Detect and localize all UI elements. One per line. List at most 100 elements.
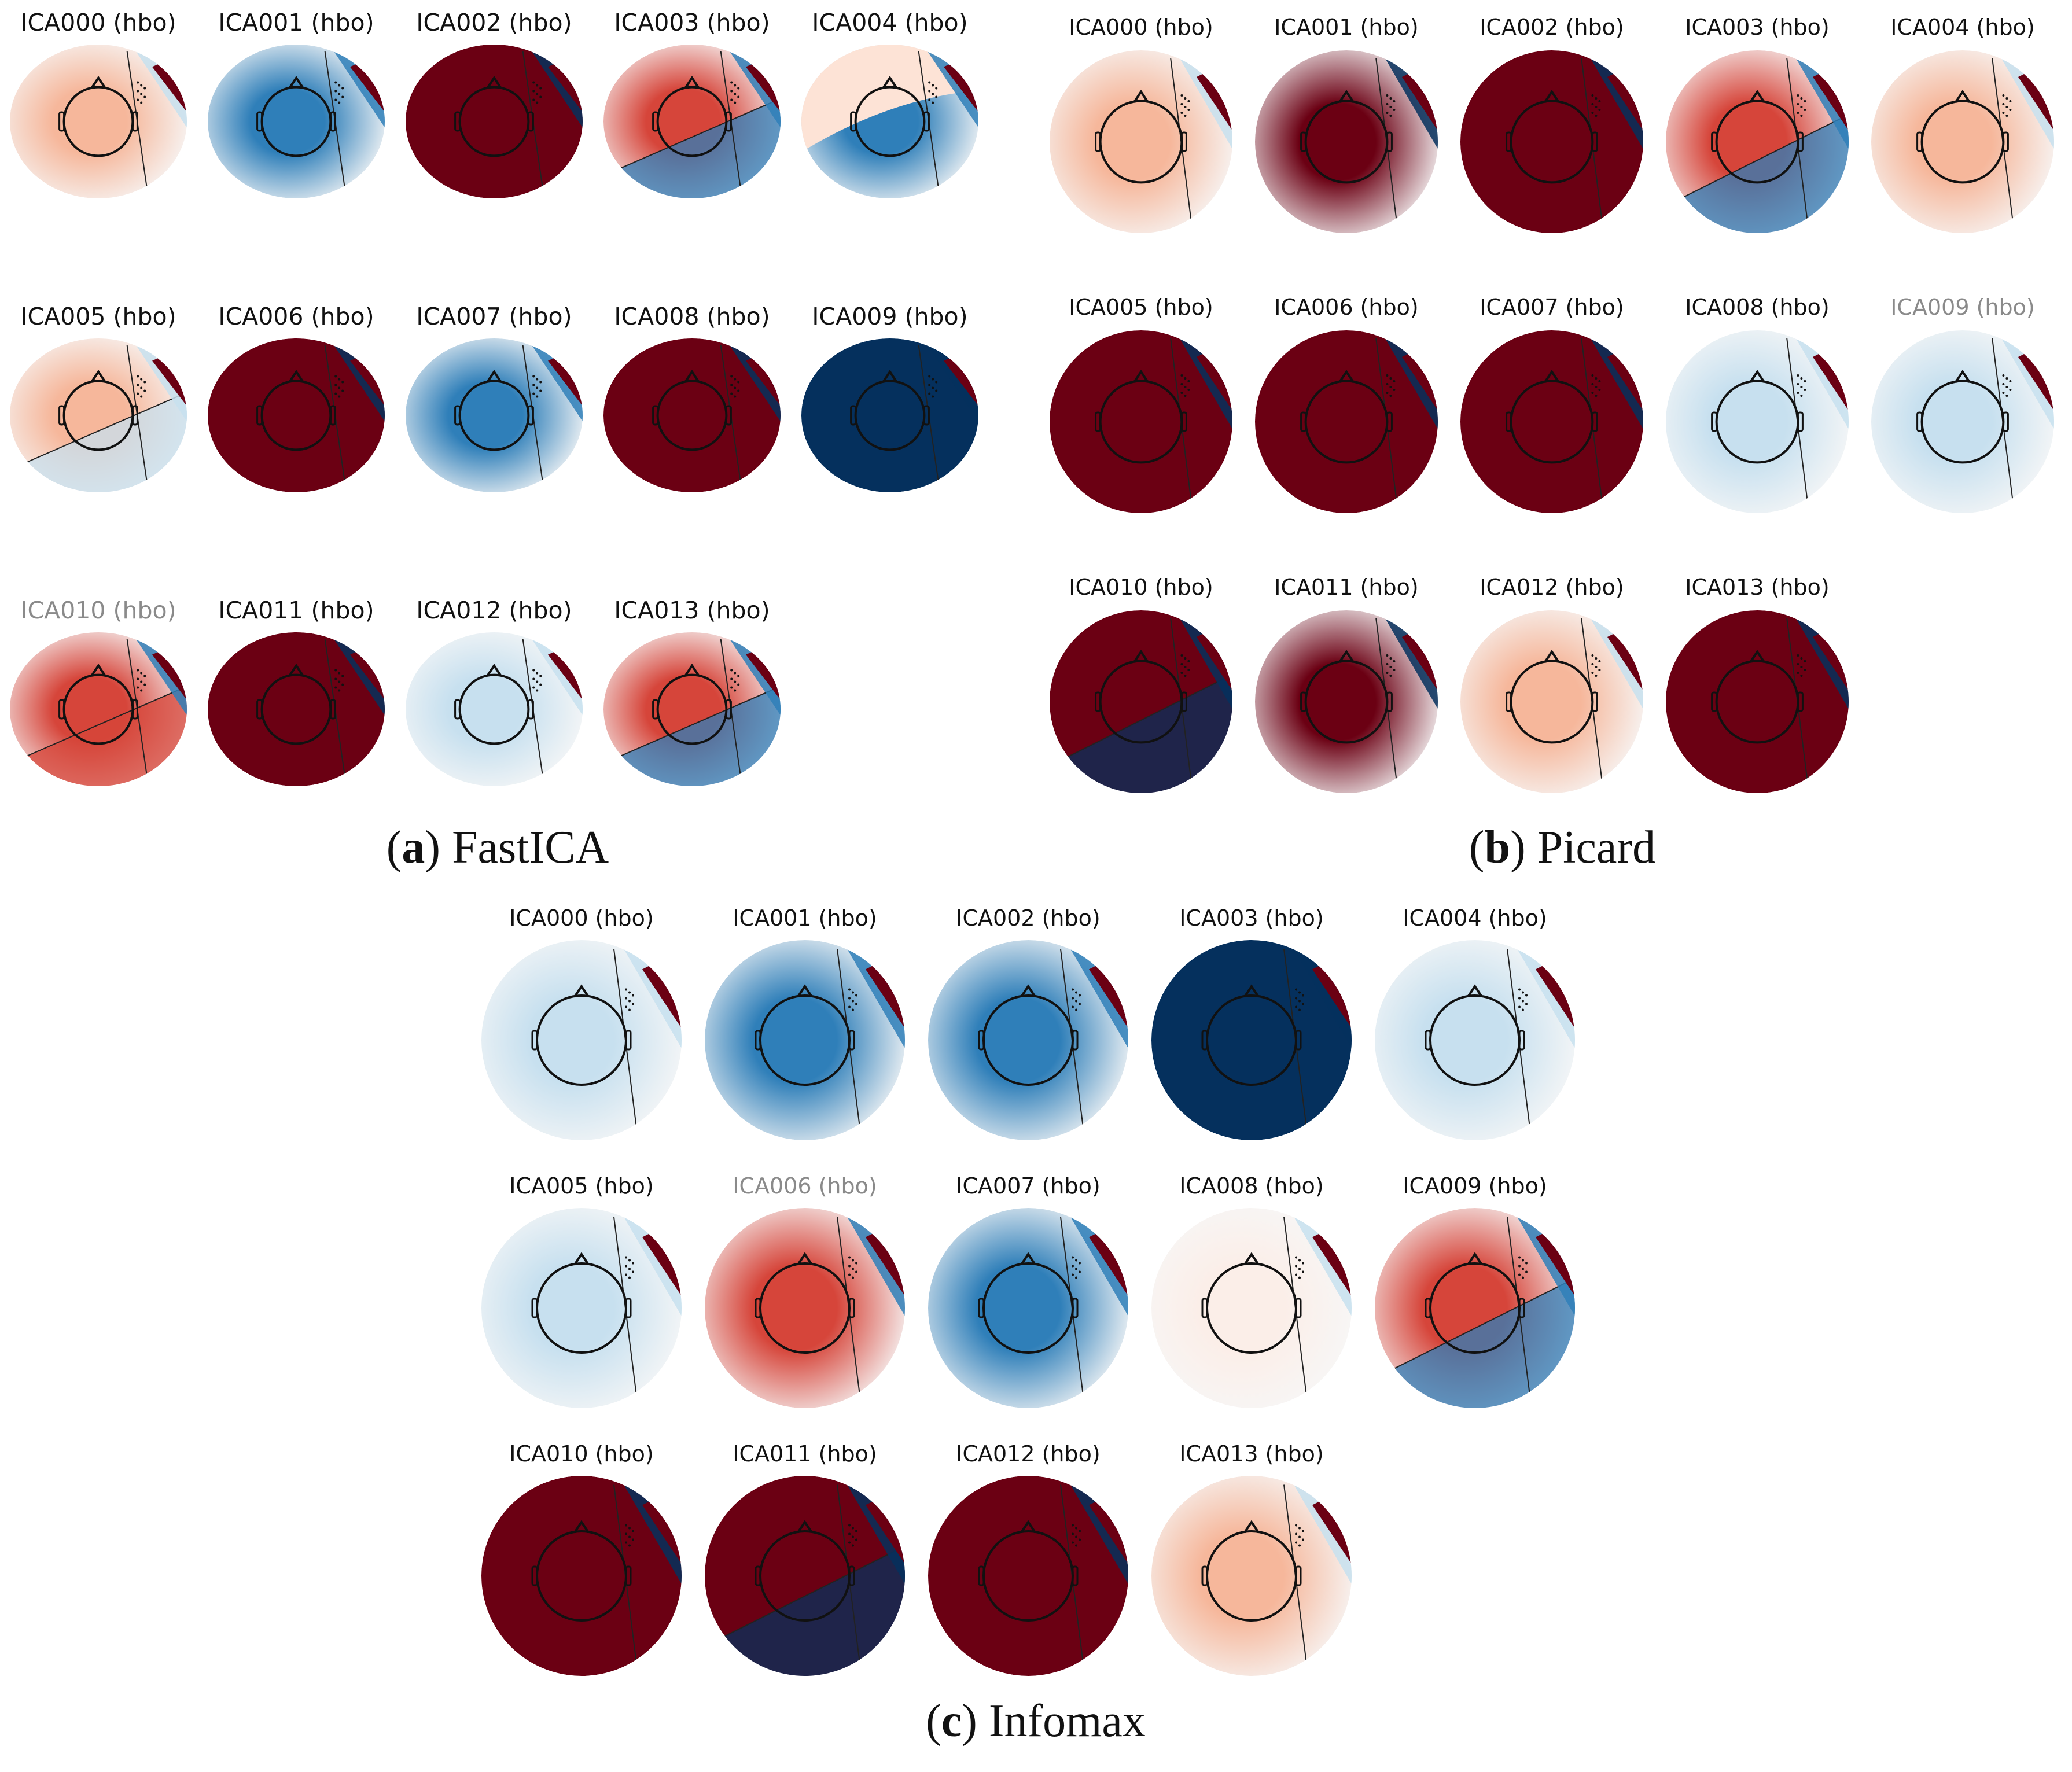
right-ear-outline	[527, 111, 534, 132]
sensor-dot	[1804, 389, 1806, 391]
sensor-dot	[143, 95, 146, 98]
right-ear-outline	[1072, 1030, 1079, 1051]
sensor-dot	[1518, 1265, 1521, 1268]
sensor-dot	[932, 84, 934, 87]
sensor-dot	[1184, 657, 1187, 660]
nose-outline	[90, 663, 106, 677]
sensor-dot	[1800, 395, 1803, 397]
sensor-dot	[338, 101, 341, 104]
right-ear-outline	[1591, 691, 1598, 712]
sensor-dot	[334, 392, 337, 395]
nose-outline	[1243, 1252, 1260, 1266]
topomap	[406, 632, 583, 786]
sensor-dot	[532, 81, 535, 84]
sensor-dot	[632, 1530, 634, 1532]
sensor-dot	[539, 95, 542, 98]
sensor-dot	[1180, 654, 1183, 657]
sensor-dot	[632, 1262, 634, 1265]
sensor-dot	[1295, 1524, 1297, 1527]
zero-contour	[603, 685, 781, 765]
sensor-dot	[1079, 1270, 1081, 1273]
sensor-dot	[928, 81, 931, 84]
right-ear-outline	[1295, 1565, 1302, 1586]
sensor-dot	[1079, 1530, 1081, 1532]
nose-outline	[1338, 369, 1355, 383]
sensor-dot	[2009, 380, 2012, 382]
sensor-dot	[855, 1262, 857, 1265]
nose-outline	[288, 75, 304, 89]
sensor-dot	[1072, 988, 1074, 991]
component-label: ICA000 (hbo)	[1069, 14, 1213, 40]
sensor-dot	[1386, 672, 1389, 674]
sensor-dot	[1800, 106, 1803, 108]
sensor-dot	[855, 994, 857, 997]
sensor-dot	[2002, 374, 2005, 377]
sensor-dot	[1804, 660, 1806, 662]
sensor-dot	[1302, 1538, 1304, 1541]
component-label: ICA004 (hbo)	[812, 9, 968, 36]
sensor-dot	[632, 994, 634, 997]
component-label: ICA006 (hbo)	[733, 1173, 877, 1199]
topomap	[1255, 50, 1438, 233]
sensor-dot	[137, 677, 139, 680]
topomap-opposite-region	[10, 686, 187, 786]
sensor-dot	[1298, 1268, 1301, 1270]
right-ear-outline	[1797, 131, 1804, 152]
sensor-dot	[730, 81, 733, 84]
sensor-dot	[1389, 386, 1392, 388]
sensor-dot	[1072, 1265, 1074, 1268]
sensor-dot	[852, 1268, 854, 1270]
sensor-dot	[1079, 994, 1081, 997]
sensor-dot	[855, 1538, 857, 1541]
sensor-dot	[2009, 100, 2012, 102]
right-ear-outline	[2002, 411, 2009, 432]
sensor-dot	[1075, 1000, 1077, 1003]
left-ear-outline	[978, 1565, 985, 1586]
component-label: ICA007 (hbo)	[1480, 294, 1624, 320]
sensor-dot	[625, 1532, 627, 1535]
sensor-dot	[1072, 1005, 1074, 1008]
topomap	[801, 45, 978, 198]
sensor-dot	[628, 1008, 631, 1011]
sensor-dot	[1518, 1256, 1521, 1259]
sensor-dot	[1525, 1262, 1528, 1265]
sensor-dot	[932, 395, 934, 398]
right-ear-outline	[2002, 131, 2009, 152]
zero-contour	[705, 1545, 905, 1648]
sensor-dot	[2009, 109, 2012, 111]
sensor-dot	[1595, 377, 1598, 380]
sensor-dot	[734, 689, 737, 692]
zero-contour	[10, 685, 187, 765]
left-ear-outline	[850, 405, 857, 426]
sensor-dot	[1386, 112, 1389, 114]
sensor-dot	[1393, 660, 1396, 662]
sensor-dot	[334, 384, 337, 386]
sensor-dot	[1295, 1273, 1297, 1276]
sensor-dot	[734, 395, 737, 398]
topomap	[208, 338, 385, 492]
topomap	[406, 45, 583, 198]
topomap	[10, 338, 187, 492]
topomap-opposite-region	[801, 45, 978, 153]
sensor-dot	[1386, 94, 1389, 97]
nose-outline	[288, 369, 304, 383]
sensor-dot	[532, 686, 535, 689]
sensor-dot	[632, 1270, 634, 1273]
component-label: ICA013 (hbo)	[614, 596, 770, 624]
sensor-dot	[1298, 1259, 1301, 1262]
sensor-dot	[1302, 1003, 1304, 1005]
topomap	[1050, 610, 1232, 793]
topomap	[1871, 330, 2054, 513]
topomap	[928, 940, 1128, 1140]
sensor-dot	[1075, 1527, 1077, 1530]
sensor-dot	[1184, 106, 1187, 108]
nose-outline	[1544, 89, 1560, 103]
sensor-dot	[1525, 994, 1528, 997]
sensor-dot	[1075, 1268, 1077, 1270]
topomap	[1460, 610, 1643, 793]
sensor-dot	[928, 90, 931, 93]
sensor-dot	[625, 1265, 627, 1268]
right-ear-outline	[1180, 411, 1187, 432]
sensor-dot	[1393, 380, 1396, 382]
sensor-dot	[632, 1538, 634, 1541]
